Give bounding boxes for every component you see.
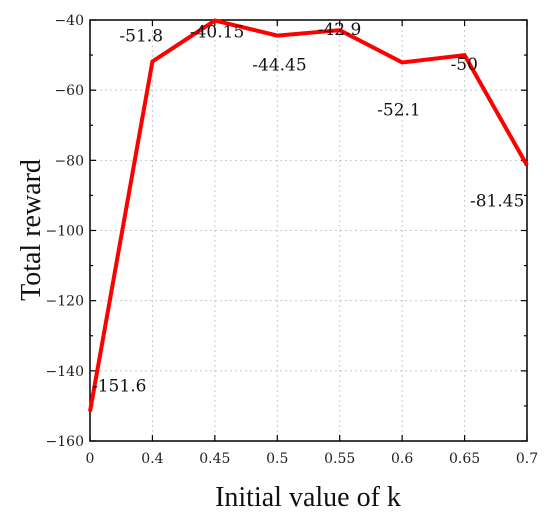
series-line (88, 18, 529, 412)
x-axis-title: Initial value of k (215, 482, 401, 513)
data-labels: -151.6 -51.8 -40.15 -44.45 -42.9 -52.1 -50 -81.… (92, 20, 524, 396)
x-tick-label: 0.4 (141, 451, 163, 467)
y-tick-label: −100 (46, 224, 84, 240)
data-label: -40.15 (190, 23, 244, 43)
grid-lines (90, 20, 527, 441)
data-label: -151.6 (92, 377, 146, 397)
x-tick-label: 0.65 (449, 451, 480, 467)
x-tick-label: 0.45 (199, 451, 230, 467)
x-tick-label: 0.7 (516, 451, 538, 467)
data-label: -42.9 (318, 20, 362, 40)
data-label: -50 (451, 55, 478, 75)
x-tick-labels: 0 0.4 0.45 0.5 0.55 0.6 0.65 0.7 (86, 451, 539, 467)
x-tick-label: 0.5 (266, 451, 288, 467)
y-tick-label: −160 (46, 434, 84, 450)
y-axis-title: Total reward (16, 159, 47, 301)
y-tick-label: −60 (54, 83, 84, 99)
data-label: -81.45 (470, 191, 524, 211)
y-tick-labels: −40 −60 −80 −100 −120 −140 −160 (46, 13, 84, 450)
data-label: -44.45 (252, 56, 306, 76)
x-tick-label: 0.6 (391, 451, 413, 467)
data-label: -51.8 (119, 26, 163, 46)
x-tick-label: 0 (86, 451, 95, 467)
y-tick-label: −80 (54, 153, 84, 169)
x-tick-label: 0.55 (324, 451, 355, 467)
y-tick-label: −120 (46, 294, 84, 310)
y-tick-label: −40 (54, 13, 84, 29)
data-label: -52.1 (377, 100, 421, 120)
y-tick-label: −140 (46, 364, 84, 380)
